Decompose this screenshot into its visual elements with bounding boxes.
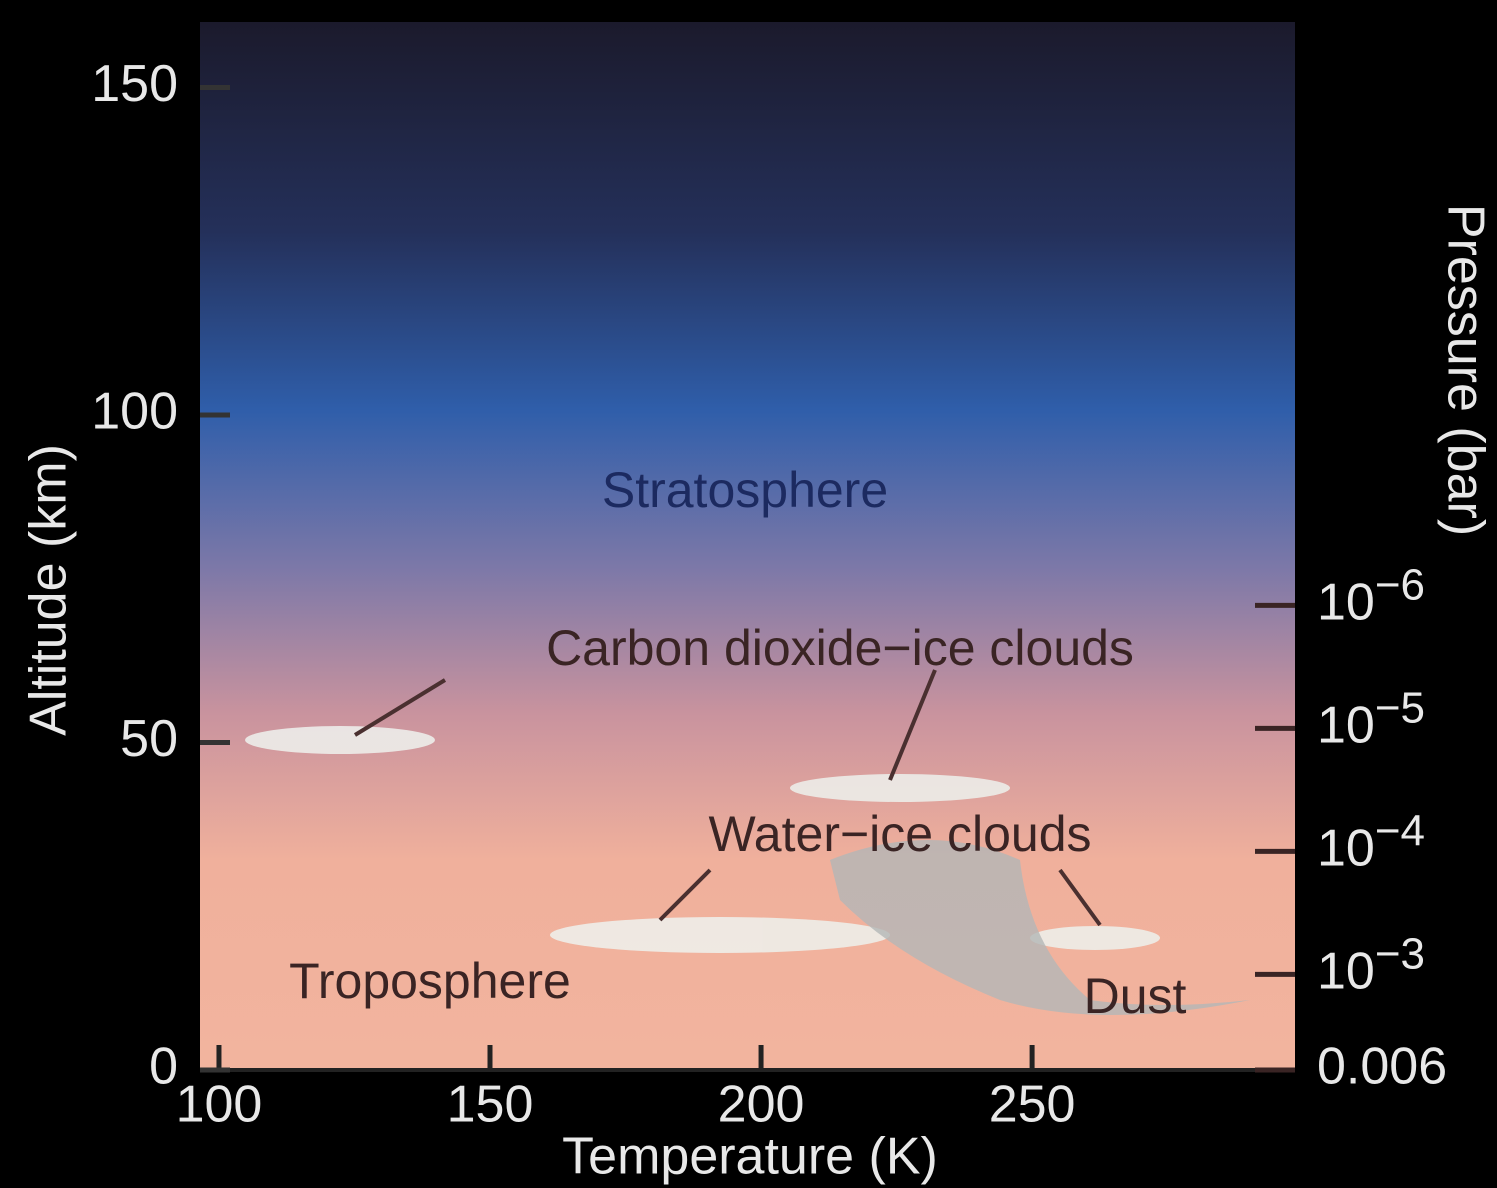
annotation: Troposphere <box>289 953 571 1009</box>
x-tick-label: 100 <box>176 1076 263 1134</box>
y2-tick-label: 10−5 <box>1317 683 1425 754</box>
y-tick-label: 100 <box>91 383 178 441</box>
annotation: Water−ice clouds <box>708 806 1091 862</box>
y-tick-label: 150 <box>91 55 178 113</box>
x-tick-label: 200 <box>718 1076 805 1134</box>
annotation: Stratosphere <box>602 462 888 518</box>
y2-axis-label: Pressure (bar) <box>1436 204 1494 536</box>
annotation: Carbon dioxide−ice clouds <box>546 620 1134 676</box>
chart: Stratosphere Carbon dioxide−ice clouds W… <box>0 0 1497 1188</box>
y-tick-label: 0 <box>149 1038 178 1096</box>
x-axis-label: Temperature (K) <box>562 1128 938 1186</box>
plot-background <box>200 22 1295 1070</box>
annotation: Dust <box>1084 968 1187 1024</box>
y-tick-label: 50 <box>120 710 178 768</box>
x-tick-label: 150 <box>447 1076 534 1134</box>
y2-tick-label: 10−6 <box>1317 560 1425 631</box>
y2-tick-label: 10−3 <box>1317 929 1425 1000</box>
y2-tick-label: 10−4 <box>1317 806 1425 877</box>
y-axis-label: Altitude (km) <box>20 444 78 736</box>
y2-tick-label: 0.006 <box>1317 1038 1447 1096</box>
x-tick-label: 250 <box>989 1076 1076 1134</box>
page: Stratosphere Carbon dioxide−ice clouds W… <box>0 0 1497 1188</box>
